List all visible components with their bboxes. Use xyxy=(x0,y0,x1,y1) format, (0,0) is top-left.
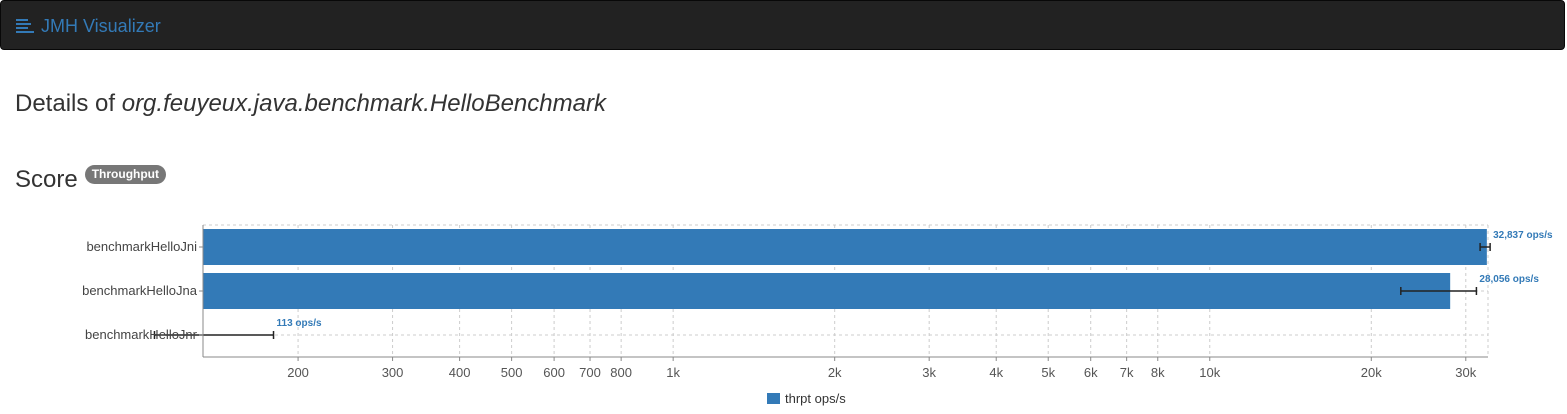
category-label: benchmarkHelloJna xyxy=(82,283,198,298)
data-label: 113 ops/s xyxy=(277,318,322,329)
score-heading: Score Throughput xyxy=(15,164,167,194)
page-title-class: org.feuyeux.java.benchmark.HelloBenchmar… xyxy=(121,90,606,117)
score-heading-label: Score xyxy=(15,166,78,193)
status-badge: Throughput xyxy=(84,164,167,184)
x-tick-label: 400 xyxy=(449,365,471,380)
navbar: JMH Visualizer xyxy=(0,0,1565,50)
brand-label: JMH Visualizer xyxy=(41,15,161,36)
brand-link[interactable]: JMH Visualizer xyxy=(16,16,161,36)
chart-legend[interactable]: thrpt ops/s xyxy=(767,390,846,406)
category-label: benchmarkHelloJnr xyxy=(85,327,198,342)
bar xyxy=(203,229,1487,265)
page-title: Details of org.feuyeux.java.benchmark.He… xyxy=(15,90,606,118)
x-tick-label: 7k xyxy=(1120,365,1134,380)
x-tick-label: 500 xyxy=(501,365,523,380)
x-tick-label: 2k xyxy=(828,365,842,380)
x-tick-label: 30k xyxy=(1455,365,1476,380)
list-lines-icon xyxy=(16,19,34,33)
data-label: 32,837 ops/s xyxy=(1493,230,1553,241)
x-tick-label: 1k xyxy=(666,365,680,380)
legend-label: thrpt ops/s xyxy=(785,390,846,406)
bar xyxy=(203,273,1451,309)
x-tick-label: 6k xyxy=(1084,365,1098,380)
x-tick-label: 4k xyxy=(989,365,1003,380)
x-tick-label: 10k xyxy=(1199,365,1220,380)
legend-swatch xyxy=(767,392,780,404)
x-tick-label: 300 xyxy=(382,365,404,380)
x-tick-label: 8k xyxy=(1151,365,1165,380)
x-tick-label: 200 xyxy=(287,365,309,380)
page-title-prefix: Details of xyxy=(15,90,116,117)
score-chart: 32,837 ops/s benchmarkHelloJni 28,056 ops/… xyxy=(82,224,1553,380)
x-tick-label: 5k xyxy=(1041,365,1055,380)
data-label: 28,056 ops/s xyxy=(1479,274,1539,285)
x-tick-label: 20k xyxy=(1361,365,1382,380)
category-label: benchmarkHelloJni xyxy=(86,239,197,254)
x-tick-label: 800 xyxy=(610,365,632,380)
x-tick-label: 3k xyxy=(922,365,936,380)
x-tick-label: 600 xyxy=(543,365,565,380)
x-tick-label: 700 xyxy=(579,365,601,380)
